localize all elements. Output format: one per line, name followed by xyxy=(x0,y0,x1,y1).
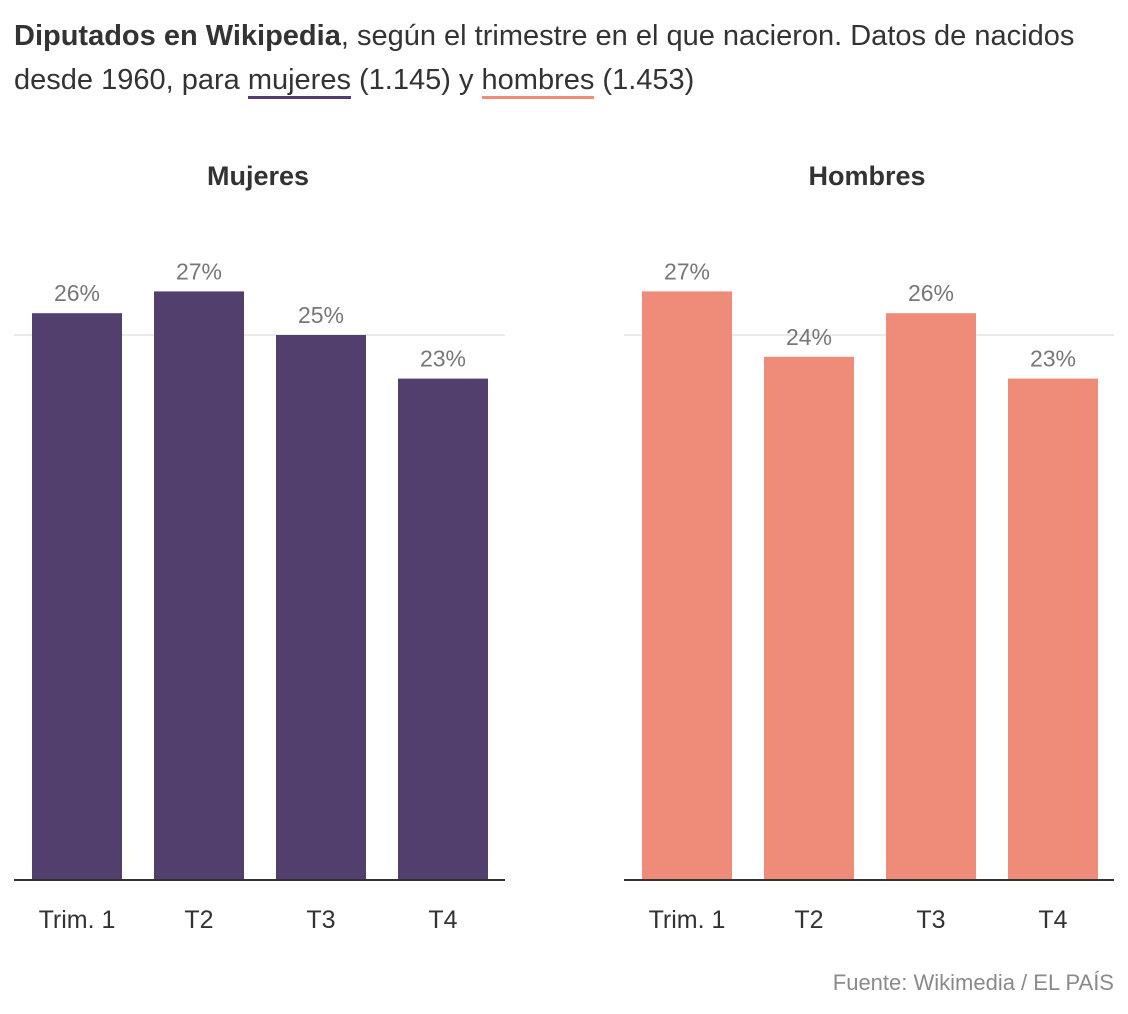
title-women-count: (1.145) y xyxy=(350,64,482,96)
bar xyxy=(154,291,244,880)
data-label: 26% xyxy=(908,280,954,306)
bar xyxy=(642,291,732,880)
panel-title: Hombres xyxy=(808,161,925,191)
data-label: 27% xyxy=(664,258,710,284)
data-label: 23% xyxy=(1030,346,1076,372)
x-tick-label: T4 xyxy=(1038,906,1067,934)
title-women-word: mujeres xyxy=(247,64,351,99)
bar xyxy=(886,313,976,880)
bar xyxy=(1008,378,1098,880)
title-men-count: (1.453) xyxy=(594,64,695,96)
data-label: 27% xyxy=(176,258,222,284)
data-label: 24% xyxy=(786,324,832,350)
chart-title: Diputados en Wikipedia, según el trimest… xyxy=(14,14,1114,102)
bar xyxy=(764,356,854,880)
bar xyxy=(32,313,122,880)
title-men-word: hombres xyxy=(481,64,595,99)
bar xyxy=(398,378,488,880)
source-note: Fuente: Wikimedia / EL PAÍS xyxy=(832,970,1114,995)
data-label: 23% xyxy=(420,346,466,372)
x-tick-label: Trim. 1 xyxy=(39,906,116,934)
x-tick-label: T3 xyxy=(306,906,335,934)
title-text: , según el trimestre en el que nacieron.… xyxy=(14,20,1075,96)
x-tick-label: T2 xyxy=(184,906,213,934)
panel-title: Mujeres xyxy=(207,161,309,191)
x-tick-label: Trim. 1 xyxy=(649,906,726,934)
data-label: 25% xyxy=(298,302,344,328)
data-label: 26% xyxy=(54,280,100,306)
x-tick-label: T4 xyxy=(428,906,457,934)
bar-chart: Mujeres 26% Trim. 1 27% T2 25% T3 23% T4 Hombres 2… xyxy=(14,161,1114,934)
x-tick-label: T3 xyxy=(916,906,945,934)
bar xyxy=(276,335,366,880)
title-bold: Diputados en Wikipedia xyxy=(14,20,341,52)
x-tick-label: T2 xyxy=(794,906,823,934)
